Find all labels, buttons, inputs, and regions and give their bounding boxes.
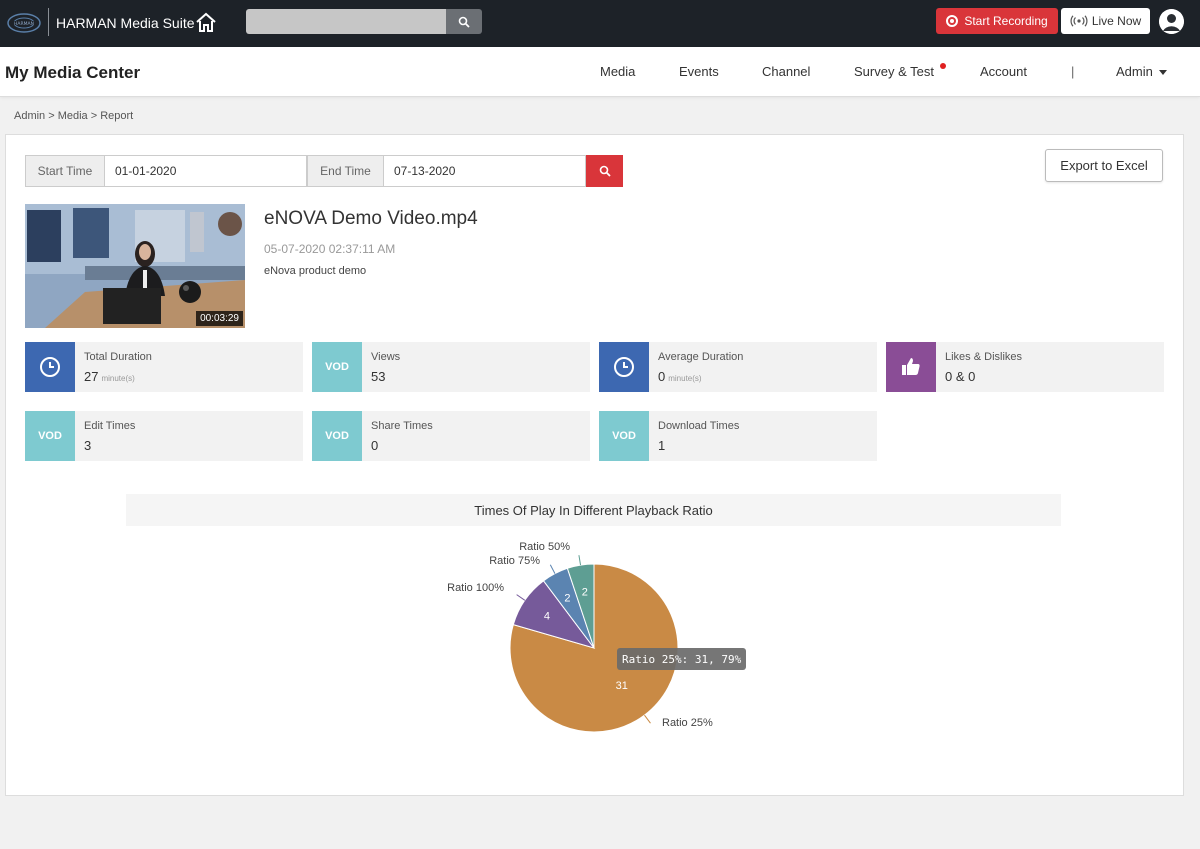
- export-to-excel-button[interactable]: Export to Excel: [1045, 149, 1163, 182]
- stat-card-share-times: VOD Share Times 0: [312, 411, 590, 461]
- chart-title: Times Of Play In Different Playback Rati…: [126, 494, 1061, 526]
- notification-dot: [940, 63, 946, 69]
- video-date: 05-07-2020 02:37:11 AM: [264, 242, 396, 256]
- nav-item-events[interactable]: Events: [679, 64, 719, 79]
- stat-value: 0: [371, 438, 379, 453]
- pie-value-label: 2: [564, 592, 570, 604]
- harman-logo-icon: HARMAN: [7, 13, 41, 33]
- stat-card-download-times: VOD Download Times 1: [599, 411, 877, 461]
- stat-value: 1: [658, 438, 666, 453]
- stat-label: Likes & Dislikes: [945, 351, 1023, 363]
- stat-value: 0 minute(s): [658, 369, 702, 384]
- nav-separator: |: [1071, 64, 1075, 79]
- search-icon: [458, 16, 470, 28]
- stat-unit: minute(s): [668, 374, 702, 383]
- pie-slice-label: Ratio 75%: [489, 555, 540, 567]
- end-time-label: End Time: [308, 156, 384, 186]
- video-duration: 00:03:29: [196, 311, 243, 326]
- pie-value-label: 2: [582, 587, 588, 599]
- live-now-label: Live Now: [1091, 14, 1142, 28]
- home-icon[interactable]: [194, 11, 218, 35]
- live-now-button[interactable]: Live Now: [1061, 8, 1150, 34]
- vod-icon: VOD: [25, 411, 75, 461]
- start-time-label: Start Time: [26, 156, 105, 186]
- caret-down-icon: [1158, 70, 1167, 76]
- start-time-group: Start Time: [25, 155, 307, 187]
- chart-tooltip: Ratio 25%: 31, 79%: [617, 648, 746, 670]
- start-recording-label: Start Recording: [964, 14, 1048, 28]
- stat-label: Download Times: [658, 420, 740, 432]
- stat-value: 53: [371, 369, 386, 384]
- stat-label: Average Duration: [658, 351, 744, 363]
- clock-icon: [25, 342, 75, 392]
- user-avatar-icon[interactable]: [1159, 9, 1184, 34]
- broadcast-icon: [1070, 15, 1088, 27]
- page-title: My Media Center: [5, 63, 141, 82]
- stat-card-edit-times: VOD Edit Times 3: [25, 411, 303, 461]
- pie-slice-ratio-50[interactable]: [566, 563, 595, 649]
- pie-value-label: 4: [544, 611, 550, 623]
- vod-icon: VOD: [599, 411, 649, 461]
- nav-item-channel[interactable]: Channel: [762, 64, 811, 79]
- pie-slice-label: Ratio 50%: [519, 541, 570, 553]
- pie-label-connector: [578, 555, 582, 566]
- breadcrumb: Admin > Media > Report: [14, 110, 134, 122]
- date-search-button[interactable]: [586, 155, 623, 187]
- pie-label-connector: [644, 714, 651, 724]
- svg-text:HARMAN: HARMAN: [14, 21, 34, 27]
- pie-chart: 31 Ratio 25% 4 Ratio 100% 2 Ratio 75% 2 Ratio 5…: [447, 541, 746, 733]
- stat-value: 27 minute(s): [84, 369, 135, 384]
- stat-label: Edit Times: [84, 420, 136, 432]
- admin-dropdown[interactable]: Admin: [1116, 64, 1167, 79]
- nav-item-media[interactable]: Media: [600, 64, 636, 79]
- clock-icon: [599, 342, 649, 392]
- admin-label: Admin: [1116, 64, 1153, 79]
- pie-label-connector: [516, 594, 526, 601]
- pie-value-label: 31: [616, 680, 628, 692]
- thumbs-up-icon: [886, 342, 936, 392]
- stat-label: Views: [371, 351, 401, 363]
- stat-unit: minute(s): [101, 374, 135, 383]
- vod-icon: VOD: [312, 411, 362, 461]
- stat-card-views: VOD Views 53: [312, 342, 590, 392]
- nav-item-survey-test[interactable]: Survey & Test: [854, 64, 934, 79]
- video-title: eNOVA Demo Video.mp4: [264, 208, 478, 229]
- stat-card-total-duration: Total Duration 27 minute(s): [25, 342, 303, 392]
- video-description: eNova product demo: [264, 265, 367, 277]
- search-icon: [599, 165, 611, 177]
- vod-icon: VOD: [312, 342, 362, 392]
- search-input[interactable]: [246, 9, 446, 34]
- end-time-input[interactable]: [384, 156, 585, 186]
- end-time-group: End Time: [307, 155, 586, 187]
- logo-separator: [48, 8, 49, 36]
- stat-value: 0 & 0: [945, 369, 976, 384]
- top-bar: HARMAN HARMAN Media Suite Start Recordin…: [0, 0, 1200, 47]
- stat-value: 3: [84, 438, 92, 453]
- brand-name: HARMAN Media Suite: [56, 15, 195, 31]
- stat-label: Share Times: [371, 420, 433, 432]
- start-time-input[interactable]: [105, 156, 306, 186]
- start-recording-button[interactable]: Start Recording: [936, 8, 1058, 34]
- stat-card-average-duration: Average Duration 0 minute(s): [599, 342, 877, 392]
- nav-bar: My Media Center Media Events Channel Sur…: [0, 47, 1200, 97]
- nav-item-account[interactable]: Account: [980, 64, 1027, 79]
- search-button[interactable]: [446, 9, 482, 34]
- pie-slice-label: Ratio 25%: [662, 717, 713, 729]
- stat-card-likes-dislikes: Likes & Dislikes 0 & 0: [886, 342, 1164, 392]
- pie-slice-label: Ratio 100%: [447, 582, 504, 594]
- pie-label-connector: [549, 564, 556, 574]
- video-thumbnail[interactable]: 00:03:29: [25, 204, 245, 328]
- tooltip-text: Ratio 25%: 31, 79%: [622, 653, 742, 666]
- stat-label: Total Duration: [84, 351, 152, 363]
- pie-slice-ratio-25[interactable]: [509, 563, 679, 733]
- video-thumbnail-image: [25, 204, 245, 328]
- record-icon: [946, 15, 959, 27]
